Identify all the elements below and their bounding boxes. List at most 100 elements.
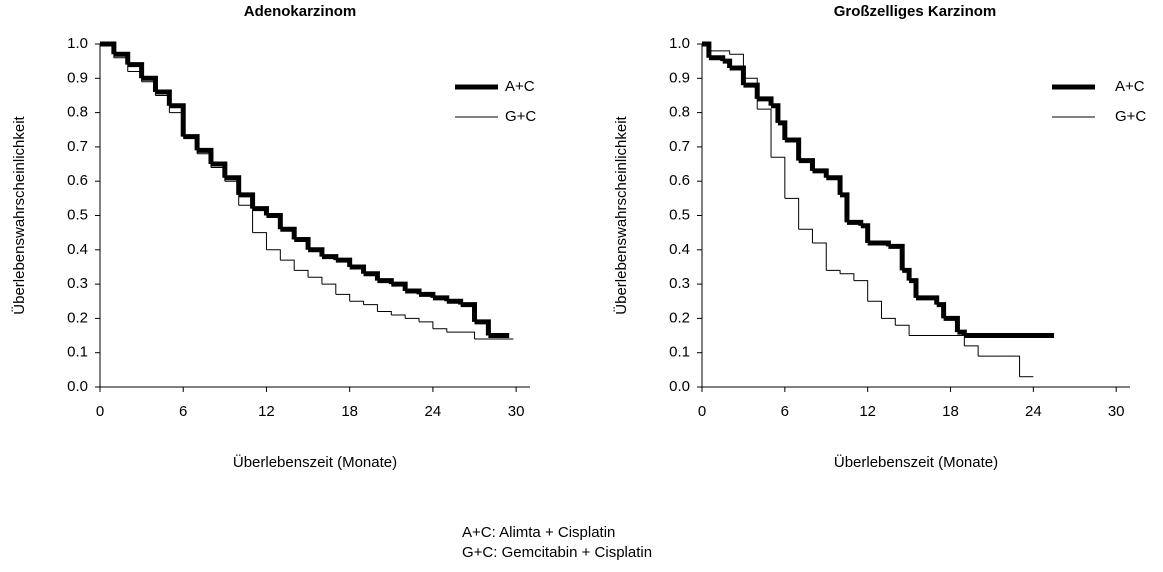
x-tick-label: 30	[508, 403, 525, 420]
y-tick-label: 0.3	[669, 275, 690, 292]
x-tick-label: 0	[698, 403, 706, 420]
x-tick-label: 24	[425, 403, 442, 420]
survival-step	[777, 120, 788, 141]
y-tick-label: 0.9	[669, 69, 690, 86]
survival-step	[950, 335, 965, 346]
chart-title: Adenokarzinom	[244, 3, 357, 20]
survival-step	[224, 175, 242, 195]
survival-step	[377, 278, 394, 285]
y-tick-label: 0.7	[669, 138, 690, 155]
x-tick-label: 12	[258, 403, 275, 420]
survival-step	[474, 319, 491, 336]
survival-step	[308, 247, 325, 257]
survival-step	[335, 293, 351, 302]
survival-step	[895, 324, 910, 336]
survival-step	[757, 108, 772, 158]
survival-step	[238, 192, 256, 209]
survival-step	[446, 331, 476, 339]
survival-step	[902, 267, 912, 281]
y-tick-label: 0.6	[669, 172, 690, 189]
y-tick-label: 0.6	[67, 172, 88, 189]
x-tick-label: 6	[781, 403, 789, 420]
survival-step	[702, 43, 710, 51]
survival-step	[460, 302, 478, 322]
survival-step	[867, 300, 882, 319]
survival-step	[771, 156, 786, 199]
survival-step	[169, 112, 184, 137]
survival-step	[432, 328, 448, 333]
survival-step	[391, 281, 408, 291]
survival-step	[169, 103, 186, 137]
y-tick-label: 0.0	[67, 378, 88, 395]
survival-step	[784, 197, 800, 230]
footnote: A+C: Alimta + Cisplatin	[462, 524, 615, 541]
survival-step	[840, 273, 855, 281]
survival-step	[210, 161, 228, 178]
y-tick-label: 0.4	[67, 241, 88, 258]
survival-step	[708, 50, 731, 55]
survival-step	[867, 240, 891, 247]
survival-step	[943, 315, 960, 333]
survival-step	[419, 291, 436, 298]
x-axis-title: Überlebenszeit (Monate)	[834, 453, 998, 471]
survival-step	[826, 269, 841, 274]
survival-step	[784, 137, 802, 161]
survival-step	[812, 168, 829, 178]
survival-step	[743, 77, 758, 110]
survival-step	[391, 314, 406, 319]
survival-step	[113, 57, 129, 72]
survival-step	[266, 249, 281, 261]
y-tick-label: 1.0	[669, 35, 690, 52]
y-axis-title: Überlebenswahrscheinlichkeit	[10, 115, 28, 314]
survival-step	[853, 280, 869, 302]
x-tick-label: 0	[96, 403, 104, 420]
y-tick-label: 0.3	[67, 275, 88, 292]
survival-step	[210, 166, 226, 182]
survival-step	[127, 70, 143, 82]
survival-step	[266, 213, 283, 230]
y-tick-label: 0.2	[67, 309, 88, 326]
survival-step	[729, 53, 744, 79]
survival-step	[183, 136, 198, 154]
survival-step	[155, 89, 172, 106]
survival-step	[757, 96, 774, 106]
survival-step	[888, 243, 905, 271]
legend-label: A+C	[505, 78, 535, 95]
y-tick-label: 0.9	[67, 69, 88, 86]
survival-step	[238, 204, 254, 233]
survival-step	[197, 153, 212, 168]
survival-step	[141, 75, 158, 93]
survival-step	[377, 311, 392, 315]
legend-label: G+C	[1115, 108, 1146, 125]
survival-step	[252, 232, 267, 250]
survival-step	[771, 103, 781, 123]
survival-step	[349, 300, 365, 305]
y-axis-title: Überlebenswahrscheinlichkeit	[612, 115, 630, 314]
survival-step	[846, 219, 864, 226]
survival-step	[224, 180, 240, 206]
survival-step	[446, 298, 464, 305]
survival-step	[708, 55, 726, 62]
survival-step	[826, 175, 843, 195]
x-tick-label: 18	[341, 403, 358, 420]
survival-step	[294, 237, 311, 250]
survival-step	[321, 254, 339, 261]
x-tick-label: 24	[1025, 403, 1042, 420]
survival-step	[743, 82, 760, 99]
survival-step	[916, 295, 940, 305]
x-axis-title: Überlebenszeit (Monate)	[233, 453, 397, 471]
x-tick-label: 6	[179, 403, 187, 420]
survival-step	[881, 317, 896, 326]
y-tick-label: 0.8	[669, 104, 690, 121]
y-tick-label: 0.5	[67, 206, 88, 223]
x-tick-label: 12	[859, 403, 876, 420]
y-tick-label: 0.1	[67, 344, 88, 361]
survival-step	[321, 283, 337, 295]
survival-step	[280, 259, 295, 271]
survival-step	[349, 264, 367, 274]
survival-step	[860, 223, 871, 243]
survival-step	[100, 41, 117, 55]
survival-step	[840, 192, 850, 223]
survival-step	[363, 271, 380, 281]
survival-step	[936, 302, 947, 319]
